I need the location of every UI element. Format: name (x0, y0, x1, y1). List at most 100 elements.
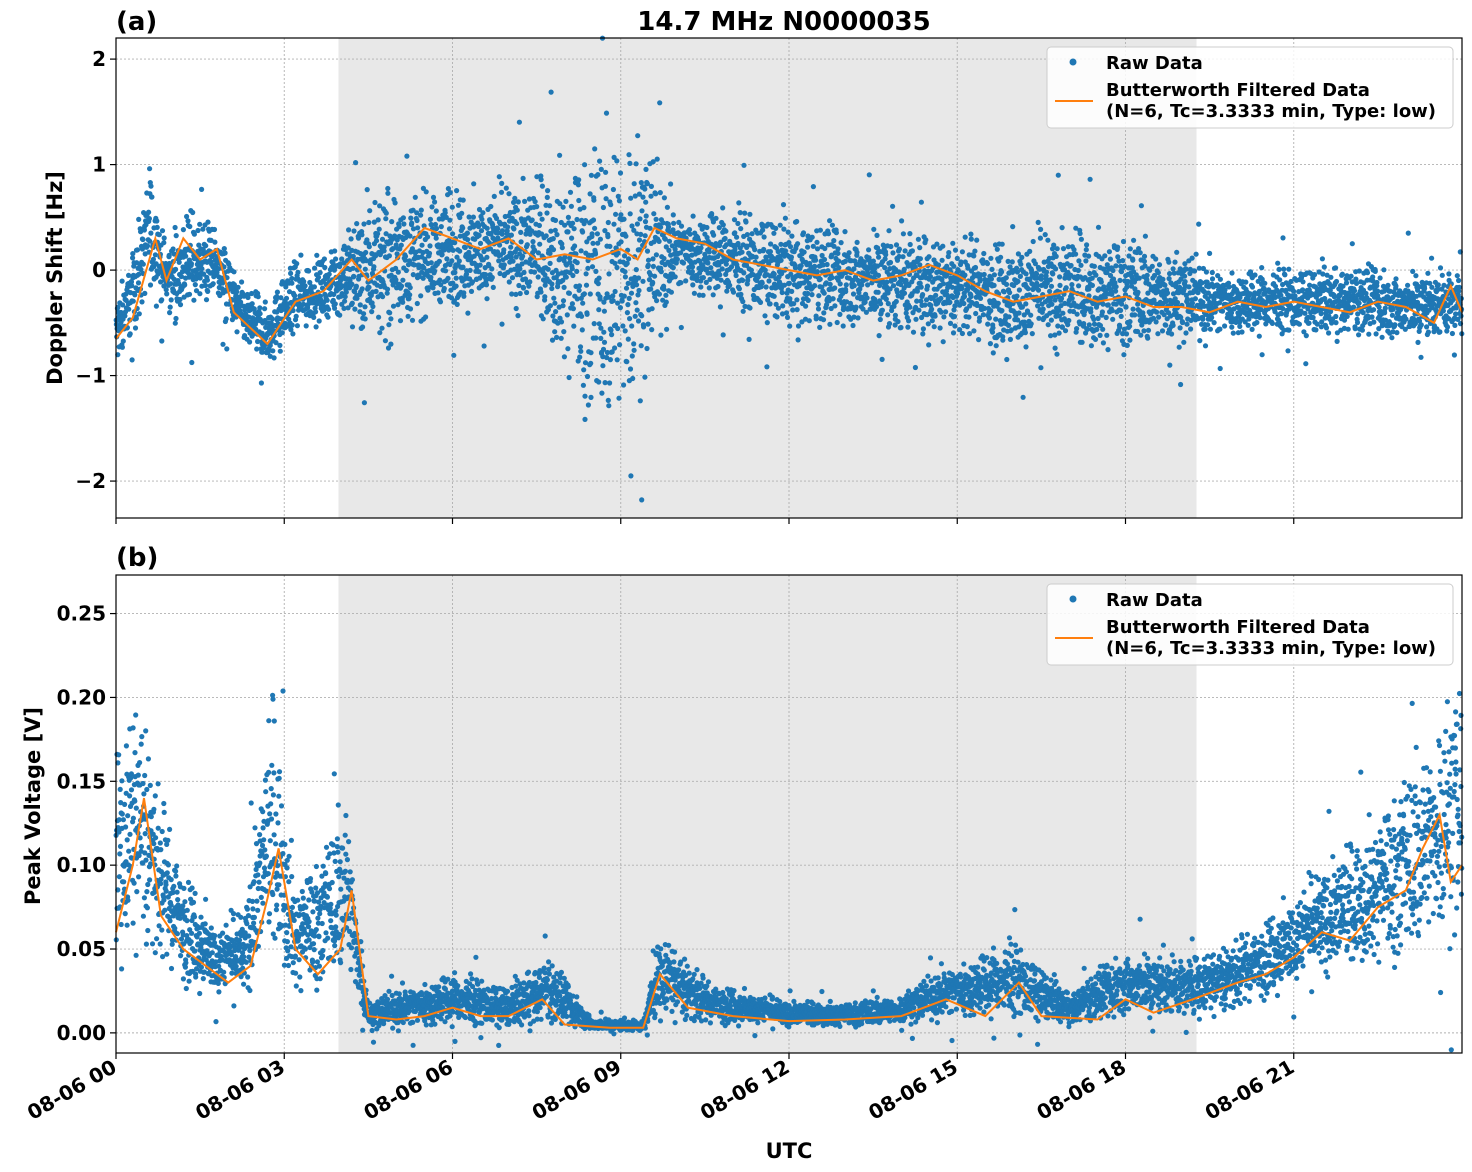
raw-data-point (351, 273, 357, 279)
raw-data-point (639, 313, 645, 319)
raw-data-point (1374, 279, 1380, 286)
raw-data-point (508, 244, 514, 250)
raw-data-point (1156, 262, 1163, 268)
raw-data-point (1066, 317, 1072, 324)
raw-data-point (1278, 311, 1285, 317)
raw-data-point (312, 265, 318, 271)
raw-data-point (780, 202, 787, 208)
raw-data-point (229, 317, 235, 323)
raw-data-point (947, 299, 953, 305)
raw-data-point (1057, 282, 1063, 288)
raw-data-point (658, 332, 664, 338)
raw-data-point (456, 258, 462, 264)
raw-data-point (383, 210, 389, 216)
raw-data-point (130, 298, 136, 304)
raw-data-point (357, 302, 363, 308)
raw-data-point (905, 324, 911, 330)
raw-data-point (876, 333, 882, 339)
raw-data-point (294, 261, 300, 267)
raw-data-point (855, 315, 861, 321)
raw-data-point (926, 342, 932, 348)
raw-data-point (988, 276, 995, 282)
raw-data-point (792, 265, 799, 271)
raw-data-point (407, 285, 413, 291)
raw-data-point (195, 227, 201, 234)
raw-data-point (890, 203, 896, 209)
raw-data-point (359, 286, 365, 292)
raw-data-point (1057, 274, 1063, 280)
raw-data-point (810, 184, 817, 190)
raw-data-point (441, 285, 447, 292)
raw-data-point (436, 258, 442, 264)
raw-data-point (774, 314, 780, 320)
raw-data-point (136, 311, 142, 317)
raw-data-point (380, 294, 386, 300)
raw-data-point (197, 221, 203, 227)
raw-data-point (1343, 280, 1350, 286)
raw-data-point (993, 316, 999, 322)
raw-data-point (454, 188, 460, 194)
raw-data-point (590, 217, 597, 223)
raw-data-point (569, 235, 575, 241)
raw-data-point (607, 243, 613, 249)
raw-data-point (1063, 285, 1069, 291)
raw-data-point (563, 274, 569, 280)
raw-data-point (821, 290, 827, 296)
raw-data-point (959, 249, 966, 255)
raw-data-point (1102, 253, 1108, 259)
raw-data-point (670, 265, 676, 271)
raw-data-point (554, 232, 560, 238)
raw-data-point (339, 256, 345, 262)
raw-data-point (638, 180, 644, 186)
raw-data-point (779, 289, 785, 296)
raw-data-point (853, 304, 859, 310)
raw-data-point (1093, 272, 1099, 278)
raw-data-point (812, 283, 818, 289)
raw-data-point (1178, 381, 1184, 388)
raw-data-point (950, 330, 957, 336)
raw-data-point (666, 238, 673, 244)
raw-data-point (477, 240, 484, 246)
raw-data-point (386, 253, 392, 259)
raw-data-point (384, 286, 391, 292)
raw-data-point (708, 265, 714, 271)
raw-data-point (615, 193, 621, 199)
raw-data-point (629, 323, 635, 329)
raw-data-point (254, 346, 260, 352)
raw-data-point (674, 256, 681, 262)
raw-data-point (414, 300, 420, 307)
raw-data-point (1209, 315, 1215, 321)
raw-data-point (558, 319, 565, 325)
raw-data-point (1086, 322, 1092, 328)
raw-data-point (1123, 304, 1129, 310)
raw-data-point (570, 306, 577, 312)
raw-data-point (585, 402, 592, 408)
raw-data-point (901, 290, 908, 296)
raw-data-point (1009, 259, 1015, 265)
raw-data-point (605, 234, 611, 240)
raw-data-point (592, 225, 598, 231)
raw-data-point (432, 199, 438, 205)
raw-data-point (706, 285, 712, 291)
raw-data-point (803, 303, 809, 309)
raw-data-point (603, 169, 609, 175)
raw-data-point (366, 244, 372, 250)
raw-data-point (548, 89, 554, 95)
raw-data-point (1207, 326, 1213, 332)
raw-data-point (1073, 251, 1079, 257)
raw-data-point (204, 277, 210, 283)
raw-data-point (592, 146, 598, 152)
raw-data-point (403, 234, 409, 241)
raw-data-point (976, 337, 982, 343)
raw-data-point (753, 254, 759, 260)
raw-data-point (192, 282, 198, 288)
raw-data-point (626, 152, 632, 158)
raw-data-point (410, 226, 417, 232)
raw-data-point (1113, 288, 1119, 294)
raw-data-point (521, 269, 527, 276)
raw-data-point (453, 283, 459, 289)
raw-data-point (661, 195, 668, 201)
raw-data-point (789, 233, 795, 239)
raw-data-point (1138, 332, 1144, 338)
raw-data-point (120, 302, 126, 308)
